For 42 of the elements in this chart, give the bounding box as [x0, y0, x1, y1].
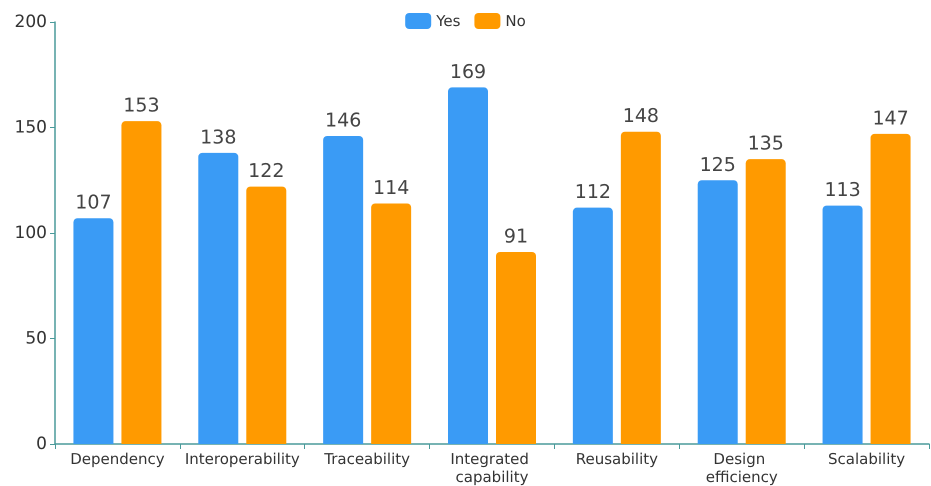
data-label: 153	[123, 94, 160, 117]
data-label: 114	[373, 176, 410, 199]
data-label: 146	[325, 109, 362, 132]
x-tick-label: Traceability	[323, 450, 410, 468]
bar	[746, 159, 786, 444]
data-label: 113	[824, 179, 861, 202]
bar	[620, 132, 661, 444]
bar	[870, 134, 911, 444]
data-label: 125	[700, 154, 736, 176]
y-tick-label: 100	[14, 223, 47, 243]
bar	[198, 152, 238, 444]
legend-label: Yes	[435, 12, 461, 30]
bar	[246, 186, 286, 444]
legend-label: No	[505, 12, 526, 30]
bar	[448, 87, 488, 444]
x-tick-label: Scalability	[828, 450, 906, 468]
bar	[371, 203, 412, 444]
x-tick-label: Integrated capability	[450, 450, 534, 486]
data-label: 169	[450, 60, 486, 83]
x-tick-label: Interoperability	[184, 450, 300, 468]
bar	[73, 218, 114, 444]
data-label: 147	[872, 107, 909, 130]
bar	[698, 180, 738, 444]
bar	[121, 121, 162, 444]
bar	[496, 252, 536, 444]
data-label: 135	[748, 132, 784, 155]
data-label: 122	[248, 160, 284, 182]
y-tick-label: 200	[14, 12, 47, 32]
x-tick-label: Dependency	[70, 450, 165, 468]
data-label: 138	[200, 126, 236, 148]
y-tick-label: 50	[25, 328, 47, 348]
data-label: 107	[75, 192, 112, 214]
bar	[572, 208, 613, 444]
bar	[323, 136, 364, 444]
data-label: 91	[504, 225, 528, 248]
data-label: 148	[622, 105, 659, 128]
bar	[822, 206, 863, 444]
data-label: 112	[574, 181, 611, 204]
y-tick-label: 0	[36, 434, 47, 454]
x-tick-label: Reusability	[576, 450, 658, 468]
y-tick-label: 150	[14, 118, 47, 138]
x-tick-label: Design efficiency	[706, 450, 778, 486]
